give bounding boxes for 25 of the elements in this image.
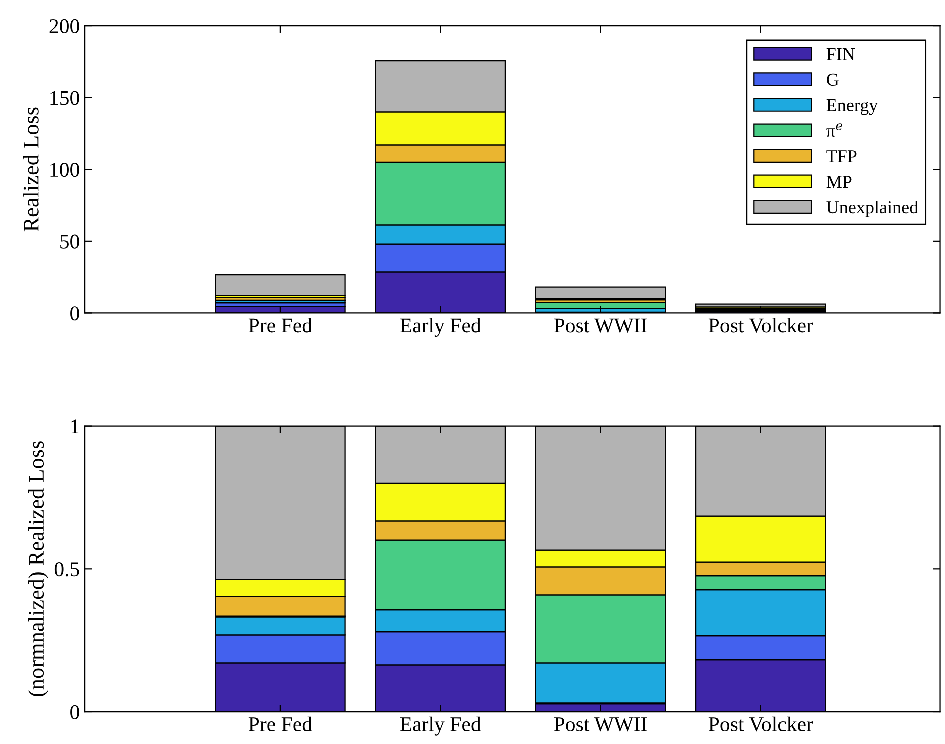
legend-label: TFP xyxy=(826,150,857,162)
x-tick-label: Post WWII xyxy=(554,318,647,333)
y-tick-label: 100 xyxy=(50,163,80,178)
y-tick-label: 200 xyxy=(50,19,80,34)
y-axis-title: Realized Loss xyxy=(23,108,39,232)
legend-label: G xyxy=(827,74,839,86)
y-tick-label: 150 xyxy=(50,91,80,106)
legend-label: Unexplained xyxy=(826,200,918,218)
legend-label: Energy xyxy=(826,100,878,116)
legend-label: MP xyxy=(826,176,852,188)
legend-label: FIN xyxy=(826,48,856,60)
y-tick-label: 0 xyxy=(70,705,80,720)
x-tick-label: Early Fed xyxy=(400,318,482,338)
x-tick-label: Pre Fed xyxy=(248,318,312,333)
x-tick-label: Post Volcker xyxy=(708,716,814,732)
y-tick-label: 1 xyxy=(72,420,79,434)
x-tick-label: Post Volcker xyxy=(708,318,814,333)
legend-label: π$^{e}$ xyxy=(826,124,843,138)
y-tick-label: 0.5 xyxy=(54,562,80,577)
x-tick-label: Early Fed xyxy=(400,716,482,736)
x-tick-label: Post WWII xyxy=(554,718,647,732)
y-tick-label: 0 xyxy=(70,306,80,321)
x-tick-label: Pre Fed xyxy=(248,716,312,732)
y-axis-title: (normnalized) Realized Loss xyxy=(28,442,49,697)
y-tick-label: 50 xyxy=(60,234,80,249)
